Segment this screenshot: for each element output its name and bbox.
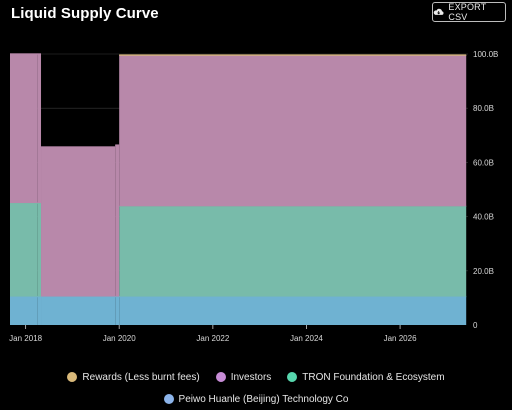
legend-swatch bbox=[287, 372, 297, 382]
legend-item[interactable]: Rewards (Less burnt fees) bbox=[67, 372, 199, 383]
area-segment bbox=[119, 206, 466, 296]
area-segment bbox=[41, 147, 115, 297]
chart-area: Jan 2018 Jan 2020 Jan 2022 Jan 2024 Jan 2026… bbox=[0, 0, 512, 366]
x-tick-label: Jan 2018 bbox=[9, 334, 42, 343]
y-tick-label: 60.0B bbox=[473, 158, 494, 167]
y-tick-label: 100.0B bbox=[473, 50, 498, 59]
legend-label: Investors bbox=[231, 372, 272, 383]
area-segment bbox=[37, 297, 41, 325]
legend-swatch bbox=[164, 394, 174, 404]
legend-swatch bbox=[216, 372, 226, 382]
legend-label: Peiwo Huanle (Beijing) Technology Co bbox=[179, 394, 349, 405]
y-axis: 0 20.0B 40.0B 60.0B 80.0B 100.0B bbox=[473, 50, 498, 330]
y-tick-label: 80.0B bbox=[473, 104, 494, 113]
legend-row: Rewards (Less burnt fees) Investors TRON F… bbox=[0, 366, 512, 388]
chart-series-areas bbox=[10, 54, 466, 325]
x-tick-label: Jan 2022 bbox=[196, 334, 229, 343]
area-segment bbox=[115, 297, 119, 325]
legend-label: TRON Foundation & Ecosystem bbox=[302, 372, 444, 383]
legend-swatch bbox=[67, 372, 77, 382]
legend-row: Peiwo Huanle (Beijing) Technology Co bbox=[0, 388, 512, 410]
area-segment bbox=[37, 54, 41, 203]
y-tick-label: 20.0B bbox=[473, 267, 494, 276]
area-segment bbox=[41, 297, 115, 325]
x-axis: Jan 2018 Jan 2020 Jan 2022 Jan 2024 Jan 2026 bbox=[9, 325, 417, 343]
area-segment bbox=[10, 297, 37, 325]
legend-label: Rewards (Less burnt fees) bbox=[82, 372, 199, 383]
series-area bbox=[10, 297, 466, 325]
y-tick-label: 40.0B bbox=[473, 213, 494, 222]
legend-item[interactable]: TRON Foundation & Ecosystem bbox=[287, 372, 444, 383]
x-tick-label: Jan 2020 bbox=[103, 334, 136, 343]
legend-item[interactable]: Investors bbox=[216, 372, 272, 383]
y-tick-label: 0 bbox=[473, 321, 478, 330]
area-segment bbox=[37, 203, 41, 296]
area-segment bbox=[115, 145, 119, 296]
area-segment bbox=[10, 54, 37, 203]
area-segment bbox=[119, 297, 466, 325]
area-segment bbox=[119, 55, 466, 206]
legend-item[interactable]: Peiwo Huanle (Beijing) Technology Co bbox=[164, 394, 349, 405]
chart-legend: Rewards (Less burnt fees) Investors TRON F… bbox=[0, 366, 512, 410]
area-segment bbox=[10, 203, 37, 296]
x-tick-label: Jan 2024 bbox=[290, 334, 323, 343]
x-tick-label: Jan 2026 bbox=[384, 334, 417, 343]
